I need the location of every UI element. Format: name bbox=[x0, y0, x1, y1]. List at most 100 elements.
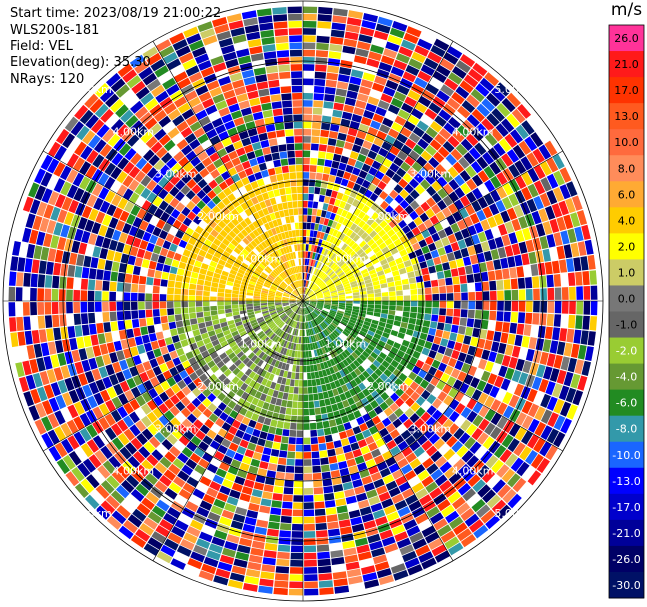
velocity-gate bbox=[320, 339, 326, 347]
velocity-gate bbox=[256, 316, 264, 322]
velocity-gate bbox=[158, 134, 171, 146]
azimuth-spoke bbox=[302, 150, 563, 302]
velocity-gate bbox=[32, 372, 43, 388]
velocity-gate bbox=[290, 64, 302, 71]
velocity-gate bbox=[359, 307, 367, 311]
velocity-gate bbox=[403, 353, 412, 362]
velocity-gate bbox=[454, 174, 465, 187]
velocity-gate bbox=[317, 558, 331, 567]
velocity-gate bbox=[373, 30, 389, 41]
velocity-gate bbox=[418, 239, 428, 248]
velocity-gate bbox=[146, 192, 157, 203]
velocity-gate bbox=[152, 172, 164, 184]
velocity-gate bbox=[484, 339, 493, 351]
velocity-gate bbox=[328, 227, 335, 236]
velocity-gate bbox=[340, 118, 351, 127]
velocity-gate bbox=[356, 492, 368, 502]
velocity-gate bbox=[261, 324, 269, 331]
velocity-gate bbox=[405, 64, 420, 76]
velocity-gate bbox=[206, 128, 218, 139]
velocity-gate bbox=[438, 315, 446, 323]
velocity-gate bbox=[385, 41, 400, 52]
velocity-gate bbox=[453, 427, 465, 440]
velocity-gate bbox=[171, 428, 183, 440]
velocity-gate bbox=[312, 458, 321, 466]
velocity-gate bbox=[413, 446, 425, 458]
velocity-gate bbox=[327, 58, 341, 67]
velocity-gate bbox=[306, 258, 310, 266]
velocity-gate bbox=[335, 328, 342, 335]
velocity-gate bbox=[143, 342, 153, 352]
velocity-gate bbox=[178, 488, 192, 500]
velocity-gate bbox=[307, 343, 311, 351]
velocity-gate bbox=[396, 363, 405, 373]
velocity-gate bbox=[186, 413, 197, 424]
velocity-gate bbox=[365, 199, 375, 208]
velocity-gate bbox=[294, 128, 303, 136]
velocity-gate bbox=[546, 353, 556, 367]
velocity-gate bbox=[365, 173, 375, 183]
velocity-gate bbox=[33, 343, 43, 358]
velocity-gate bbox=[305, 315, 308, 322]
velocity-gate bbox=[126, 377, 137, 389]
velocity-gate bbox=[146, 52, 162, 66]
velocity-gate bbox=[412, 429, 423, 440]
velocity-gate bbox=[41, 188, 53, 203]
velocity-gate bbox=[80, 278, 89, 290]
velocity-gate bbox=[188, 301, 196, 307]
colorbar-tick-label: 13.0 bbox=[614, 110, 639, 123]
velocity-gate bbox=[154, 480, 168, 493]
velocity-gate bbox=[515, 124, 529, 140]
velocity-gate bbox=[324, 500, 336, 508]
velocity-gate bbox=[152, 366, 162, 376]
velocity-gate bbox=[308, 281, 313, 289]
velocity-gate bbox=[266, 528, 279, 537]
velocity-gate bbox=[346, 17, 362, 27]
velocity-gate bbox=[365, 282, 373, 288]
velocity-gate bbox=[398, 413, 409, 424]
velocity-gate bbox=[246, 301, 253, 304]
velocity-gate bbox=[387, 351, 396, 360]
velocity-gate bbox=[205, 275, 213, 282]
velocity-gate bbox=[383, 504, 397, 516]
velocity-gate bbox=[257, 253, 265, 261]
velocity-gate bbox=[282, 348, 288, 356]
velocity-gate bbox=[146, 277, 154, 286]
velocity-gate bbox=[348, 240, 356, 248]
velocity-gate bbox=[303, 301, 310, 303]
velocity-gate bbox=[246, 306, 254, 310]
velocity-gate bbox=[335, 239, 342, 247]
velocity-gate bbox=[252, 347, 260, 354]
velocity-gate bbox=[126, 213, 136, 225]
velocity-gate bbox=[111, 194, 122, 207]
velocity-gate bbox=[408, 317, 417, 325]
velocity-gate bbox=[436, 90, 450, 103]
velocity-gate bbox=[344, 554, 359, 564]
velocity-gate bbox=[231, 330, 239, 337]
velocity-gate bbox=[259, 393, 267, 402]
velocity-gate bbox=[288, 208, 294, 216]
velocity-gate bbox=[408, 150, 420, 161]
velocity-gate bbox=[266, 433, 275, 442]
velocity-gate bbox=[320, 240, 326, 248]
velocity-gate bbox=[332, 15, 347, 24]
velocity-gate bbox=[384, 355, 393, 364]
velocity-gate bbox=[60, 422, 73, 438]
velocity-gate bbox=[364, 403, 374, 413]
velocity-gate bbox=[123, 428, 136, 441]
velocity-gate bbox=[539, 192, 551, 208]
velocity-gate bbox=[327, 412, 335, 420]
velocity-gate bbox=[133, 265, 141, 276]
velocity-gate bbox=[116, 282, 124, 292]
colorbar-tick-label: 1.0 bbox=[618, 266, 636, 279]
velocity-gate bbox=[70, 121, 84, 136]
velocity-gate bbox=[260, 571, 275, 580]
velocity-gate bbox=[109, 374, 119, 386]
velocity-gate bbox=[326, 514, 338, 523]
velocity-gate bbox=[329, 350, 335, 358]
velocity-gate bbox=[464, 236, 474, 247]
velocity-gate bbox=[303, 244, 306, 251]
velocity-gate bbox=[300, 308, 303, 315]
velocity-gate bbox=[271, 152, 280, 161]
velocity-gate bbox=[267, 229, 274, 237]
